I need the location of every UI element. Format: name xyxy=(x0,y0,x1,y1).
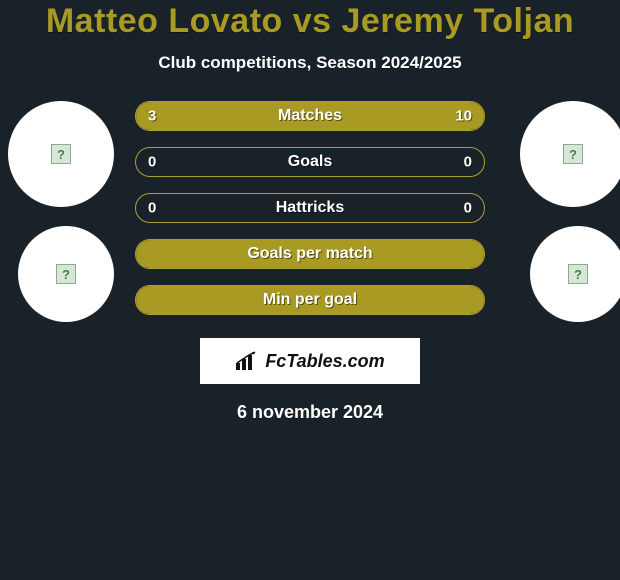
bar-row: Goals per match xyxy=(135,239,485,269)
bar-label: Goals per match xyxy=(136,245,484,263)
subtitle: Club competitions, Season 2024/2025 xyxy=(0,53,620,73)
bar-row: Min per goal xyxy=(135,285,485,315)
player-left-avatar-2: ? xyxy=(18,226,114,322)
bar-row: 00Goals xyxy=(135,147,485,177)
bar-label: Min per goal xyxy=(136,291,484,309)
date-text: 6 november 2024 xyxy=(0,402,620,423)
fctables-logo: FcTables.com xyxy=(200,338,420,384)
player-right-avatar-1: ? xyxy=(520,101,620,207)
bars-column: 310Matches 00Goals 00Hattricks Goals per ma… xyxy=(135,101,485,331)
bar-label: Hattricks xyxy=(136,199,484,217)
bar-row: 310Matches xyxy=(135,101,485,131)
chart-icon xyxy=(235,351,259,371)
comparison-chart: ? ? ? ? 310Matches 00Goals 00Hattricks Goal… xyxy=(0,101,620,326)
bar-label: Goals xyxy=(136,153,484,171)
logo-text: FcTables.com xyxy=(265,351,384,372)
page-title: Matteo Lovato vs Jeremy Toljan xyxy=(0,2,620,41)
bar-row: 00Hattricks xyxy=(135,193,485,223)
placeholder-image-icon: ? xyxy=(51,144,71,164)
placeholder-image-icon: ? xyxy=(563,144,583,164)
placeholder-image-icon: ? xyxy=(56,264,76,284)
placeholder-image-icon: ? xyxy=(568,264,588,284)
player-right-avatar-2: ? xyxy=(530,226,620,322)
bar-label: Matches xyxy=(136,107,484,125)
player-left-avatar-1: ? xyxy=(8,101,114,207)
